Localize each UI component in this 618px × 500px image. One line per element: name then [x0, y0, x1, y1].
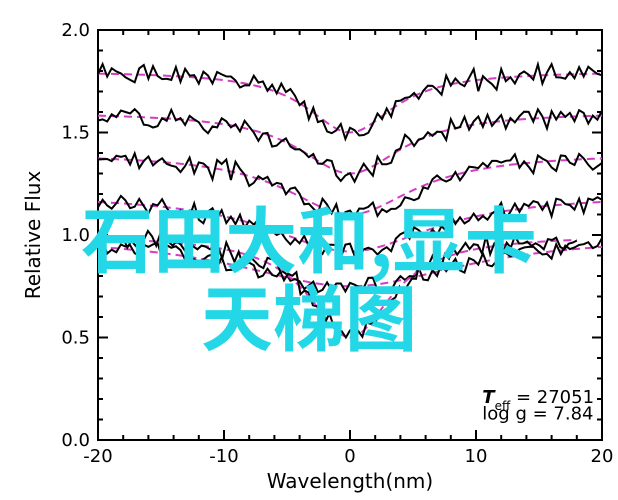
y-tick-label: 0.0: [61, 430, 90, 451]
y-tick-label: 1.5: [61, 123, 90, 144]
annotation-logg: log g = 7.84: [482, 404, 593, 425]
x-axis-label: Wavelength(nm): [267, 469, 433, 493]
y-tick-label: 2.0: [61, 20, 90, 41]
data-line2: [98, 109, 602, 182]
y-axis-label: Relative Flux: [21, 171, 45, 300]
x-tick-label: 0: [344, 446, 355, 467]
chart-stage: -20-1001020Wavelength(nm)0.00.51.01.52.0…: [0, 0, 618, 500]
model-line5_base: [98, 247, 602, 286]
data-line4: [98, 196, 602, 258]
spectrum-chart: -20-1001020Wavelength(nm)0.00.51.01.52.0…: [0, 0, 618, 500]
y-tick-label: 1.0: [61, 225, 90, 246]
data-line3: [98, 153, 602, 221]
x-tick-label: 20: [591, 446, 614, 467]
model-line1_top: [98, 74, 602, 133]
y-tick-label: 0.5: [61, 328, 90, 349]
x-tick-label: -10: [209, 446, 238, 467]
data-line1_top: [98, 64, 602, 139]
x-tick-label: 10: [465, 446, 488, 467]
